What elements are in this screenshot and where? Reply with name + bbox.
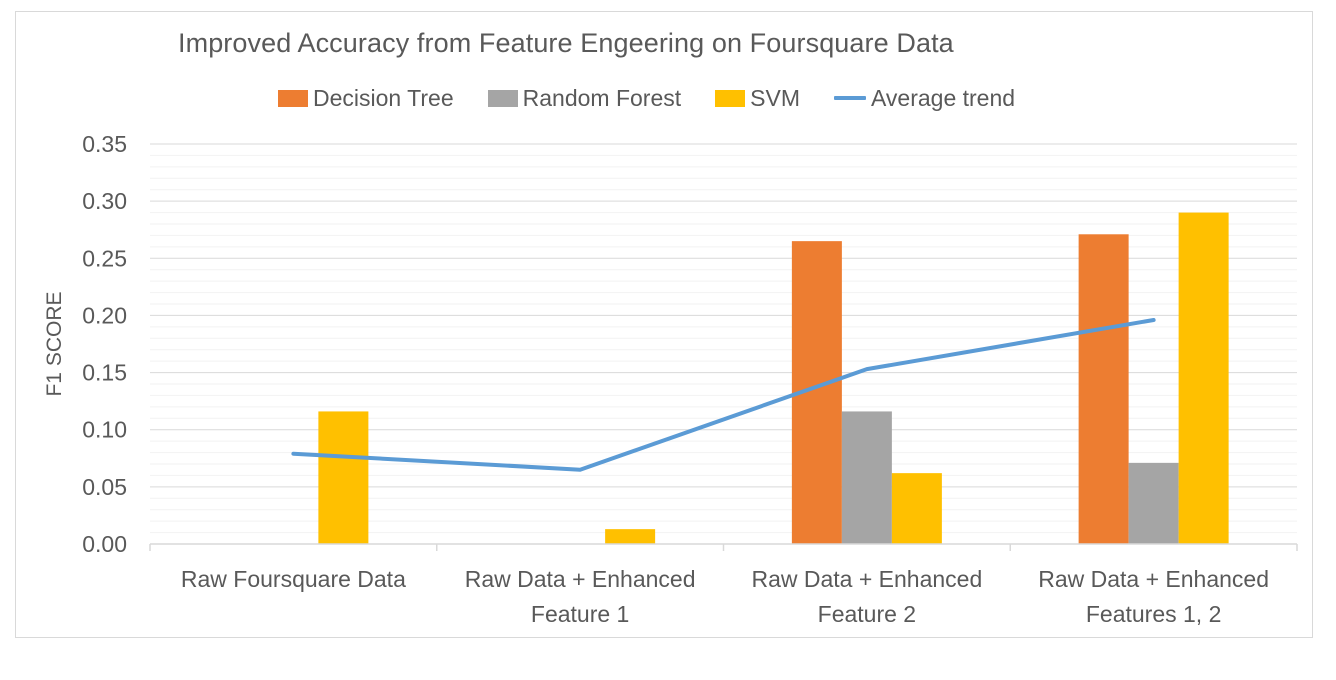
x-category-label: Raw Foursquare Data xyxy=(181,566,406,592)
y-tick-label: 0.00 xyxy=(82,531,127,557)
legend-swatch-svm xyxy=(715,89,746,107)
chart-title: Improved Accuracy from Feature Engeering… xyxy=(178,28,954,58)
legend: Decision Tree Random Forest SVM Average … xyxy=(278,84,1015,112)
x-category-label: Feature 1 xyxy=(531,601,629,627)
legend-item-average-trend: Average trend xyxy=(833,84,1016,112)
y-tick-label: 0.35 xyxy=(82,131,127,157)
y-tick-label: 0.25 xyxy=(82,245,127,271)
legend-swatch-decision-tree xyxy=(278,89,308,107)
x-category-label: Raw Data + Enhanced xyxy=(751,566,982,592)
legend-label-svm: SVM xyxy=(750,84,800,111)
y-tick-label: 0.10 xyxy=(82,417,127,443)
legend-label-random-forest: Random Forest xyxy=(522,84,682,111)
y-tick-label: 0.20 xyxy=(82,302,127,328)
line-average-trend xyxy=(291,318,1156,472)
legend-item-svm: SVM xyxy=(715,85,800,112)
x-category-label: Features 1, 2 xyxy=(1086,601,1222,627)
x-category-label: Feature 2 xyxy=(818,601,916,627)
x-category-label: Raw Data + Enhanced xyxy=(465,566,696,592)
legend-swatch-random-forest xyxy=(487,89,518,107)
legend-line-average-trend xyxy=(833,96,866,100)
bar-svm xyxy=(1178,212,1229,545)
bar-random-forest xyxy=(1128,462,1179,544)
legend-item-decision-tree: Decision Tree xyxy=(278,85,454,112)
bar-decision-tree xyxy=(1078,234,1129,545)
x-category-label: Raw Data + Enhanced xyxy=(1038,566,1269,592)
legend-label-average-trend: Average trend xyxy=(870,84,1016,111)
bar-svm xyxy=(318,411,369,544)
legend-label-decision-tree: Decision Tree xyxy=(313,84,454,111)
y-tick-label: 0.30 xyxy=(82,188,127,214)
legend-item-random-forest: Random Forest xyxy=(487,84,682,112)
bar-random-forest xyxy=(841,411,892,544)
bar-svm xyxy=(891,473,942,544)
bar-svm xyxy=(605,529,656,544)
y-tick-label: 0.05 xyxy=(82,474,127,500)
y-axis-title: F1 SCORE xyxy=(43,291,66,396)
y-tick-label: 0.15 xyxy=(82,360,127,386)
